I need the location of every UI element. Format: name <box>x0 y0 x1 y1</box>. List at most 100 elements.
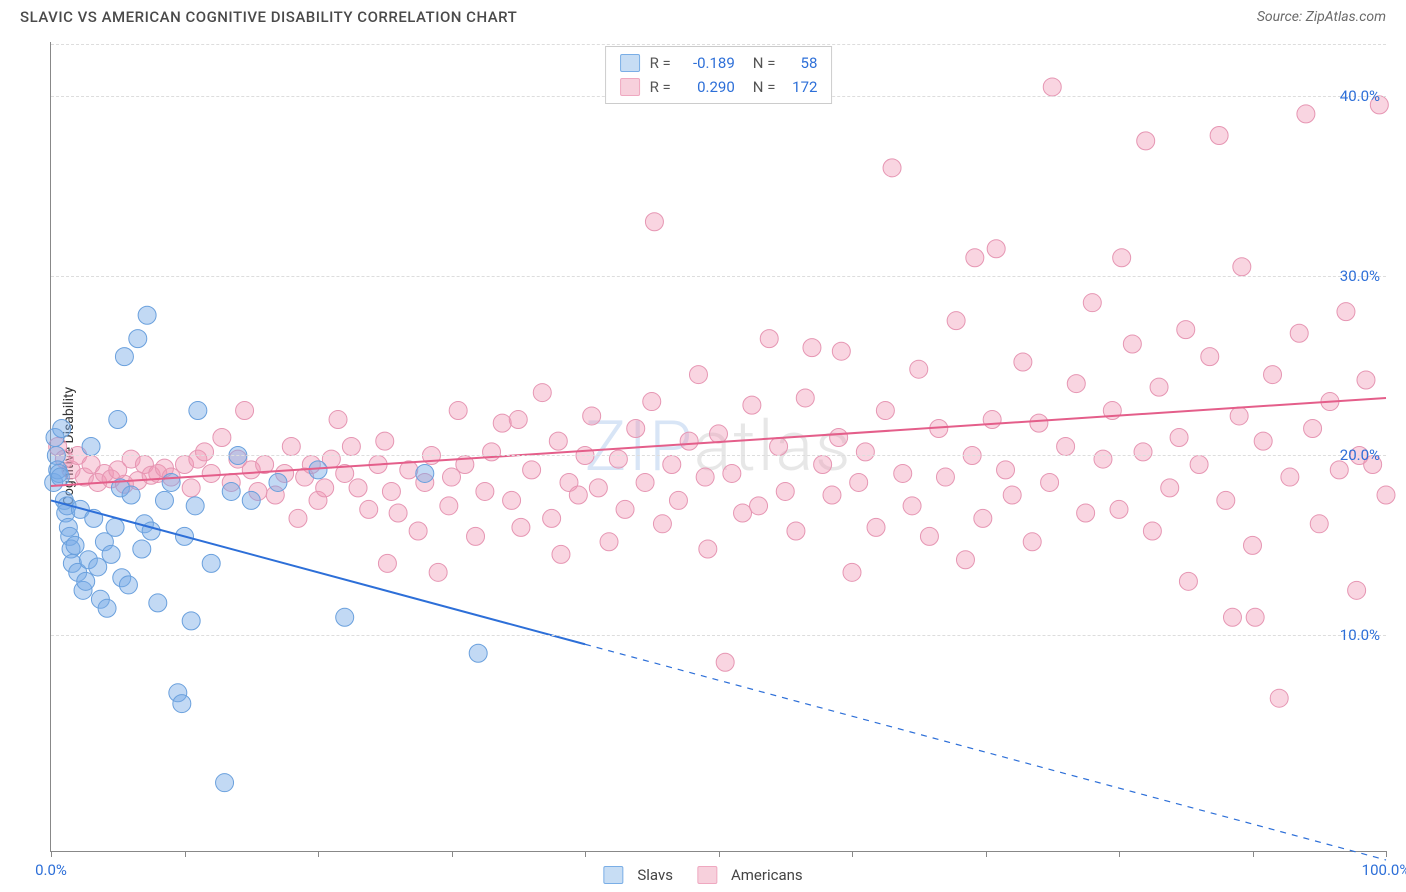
scatter-point <box>627 420 645 438</box>
scatter-point <box>289 509 307 527</box>
n-value-americans: 172 <box>783 75 817 99</box>
scatter-point <box>843 563 861 581</box>
scatter-point <box>903 497 921 515</box>
scatter-point <box>1134 443 1152 461</box>
scatter-point <box>589 479 607 497</box>
scatter-point <box>1057 438 1075 456</box>
scatter-point <box>1230 407 1248 425</box>
xtick <box>1386 851 1387 857</box>
scatter-point <box>947 312 965 330</box>
scatter-point <box>173 695 191 713</box>
scatter-point <box>309 461 327 479</box>
r-value-slavs: -0.189 <box>679 51 735 75</box>
scatter-point <box>814 455 832 473</box>
scatter-point <box>1264 366 1282 384</box>
scatter-point <box>1357 371 1375 389</box>
xtick <box>185 851 186 857</box>
scatter-point <box>1348 581 1366 599</box>
scatter-point <box>77 572 95 590</box>
scatter-point <box>1003 486 1021 504</box>
scatter-point <box>109 411 127 429</box>
scatter-point <box>636 473 654 491</box>
scatter-point <box>493 414 511 432</box>
scatter-point <box>416 464 434 482</box>
scatter-point <box>552 545 570 563</box>
scatter-point <box>186 497 204 515</box>
scatter-point <box>509 411 527 429</box>
scatter-point <box>512 518 530 536</box>
scatter-point <box>770 438 788 456</box>
scatter-point <box>282 438 300 456</box>
n-value-slavs: 58 <box>783 51 817 75</box>
scatter-point <box>503 491 521 509</box>
scatter-point <box>832 342 850 360</box>
scatter-point <box>1041 473 1059 491</box>
scatter-point <box>213 429 231 447</box>
scatter-point <box>734 504 752 522</box>
scatter-point <box>1337 303 1355 321</box>
legend-item-slavs: Slavs <box>603 866 673 884</box>
scatter-point <box>1244 536 1262 554</box>
scatter-point <box>883 159 901 177</box>
xtick <box>1253 851 1254 857</box>
xtick <box>852 851 853 857</box>
scatter-point <box>856 443 874 461</box>
scatter-point <box>1377 486 1395 504</box>
scatter-point <box>1170 429 1188 447</box>
scatter-point <box>1030 414 1048 432</box>
ytick-label: 40.0% <box>1340 87 1380 105</box>
scatter-point <box>796 389 814 407</box>
r-value-americans: 0.290 <box>679 75 735 99</box>
scatter-point <box>1290 324 1308 342</box>
xtick <box>986 851 987 857</box>
scatter-point <box>1310 515 1328 533</box>
scatter-point <box>1023 533 1041 551</box>
scatter-point <box>1179 572 1197 590</box>
scatter-point <box>1281 468 1299 486</box>
scatter-point <box>469 644 487 662</box>
gridline-h <box>51 635 1386 636</box>
swatch-americans-icon <box>697 866 717 884</box>
scatter-point <box>1077 504 1095 522</box>
xtick <box>51 851 52 857</box>
scatter-point <box>409 522 427 540</box>
legend-row-slavs: R = -0.189 N = 58 <box>620 51 818 75</box>
ytick-label: 30.0% <box>1340 267 1380 285</box>
scatter-point <box>643 393 661 411</box>
scatter-point <box>569 486 587 504</box>
scatter-point <box>182 479 200 497</box>
scatter-point <box>1201 348 1219 366</box>
scatter-point <box>1304 420 1322 438</box>
scatter-point <box>776 482 794 500</box>
scatter-point <box>1143 522 1161 540</box>
scatter-point <box>1014 353 1032 371</box>
r-label: R = <box>650 75 671 99</box>
scatter-point <box>189 402 207 420</box>
scatter-point <box>723 464 741 482</box>
scatter-point <box>155 491 173 509</box>
xtick <box>1119 851 1120 857</box>
scatter-point <box>787 522 805 540</box>
scatter-point <box>236 402 254 420</box>
scatter-point <box>876 402 894 420</box>
scatter-point <box>1190 455 1208 473</box>
scatter-point <box>823 486 841 504</box>
scatter-point <box>329 411 347 429</box>
series-legend: Slavs Americans <box>603 866 802 884</box>
legend-label-slavs: Slavs <box>637 866 673 884</box>
xtick-label-left: 0.0% <box>35 861 67 879</box>
scatter-point <box>182 612 200 630</box>
scatter-point <box>378 554 396 572</box>
scatter-point <box>242 491 260 509</box>
scatter-point <box>1110 500 1128 518</box>
scatter-point <box>82 438 100 456</box>
scatter-point <box>202 554 220 572</box>
scatter-svg <box>51 42 1386 851</box>
scatter-point <box>750 497 768 515</box>
scatter-point <box>583 407 601 425</box>
scatter-point <box>1177 321 1195 339</box>
gridline-h <box>51 276 1386 277</box>
scatter-point <box>202 464 220 482</box>
scatter-point <box>867 518 885 536</box>
gridline-h <box>51 455 1386 456</box>
